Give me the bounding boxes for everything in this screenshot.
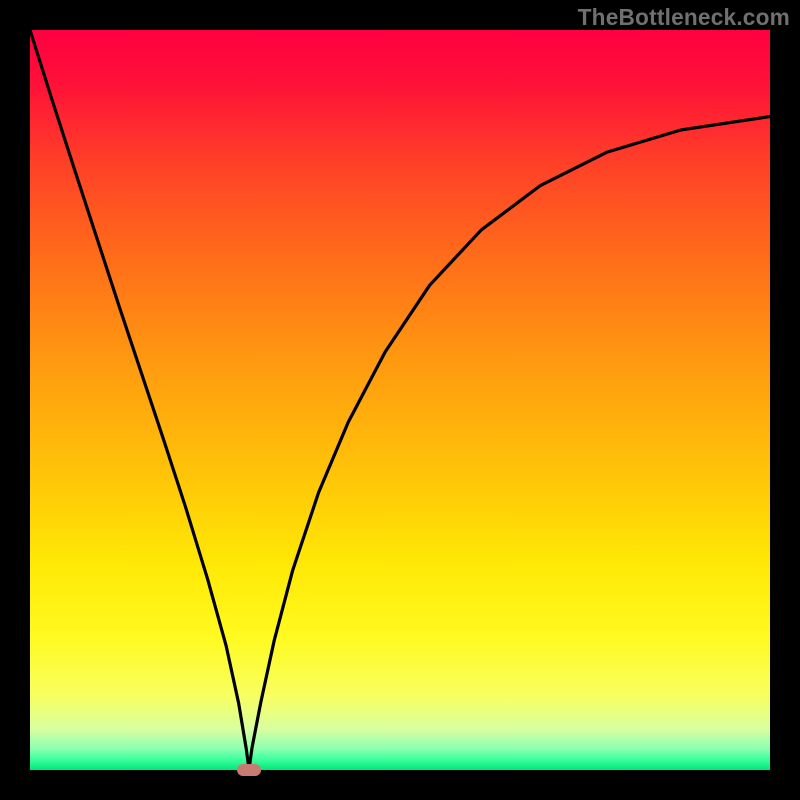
chart-frame: TheBottleneck.com [0, 0, 800, 800]
optimal-marker [237, 764, 261, 776]
bottleneck-chart [0, 0, 800, 800]
plot-background [30, 30, 770, 770]
watermark-text: TheBottleneck.com [578, 4, 790, 31]
